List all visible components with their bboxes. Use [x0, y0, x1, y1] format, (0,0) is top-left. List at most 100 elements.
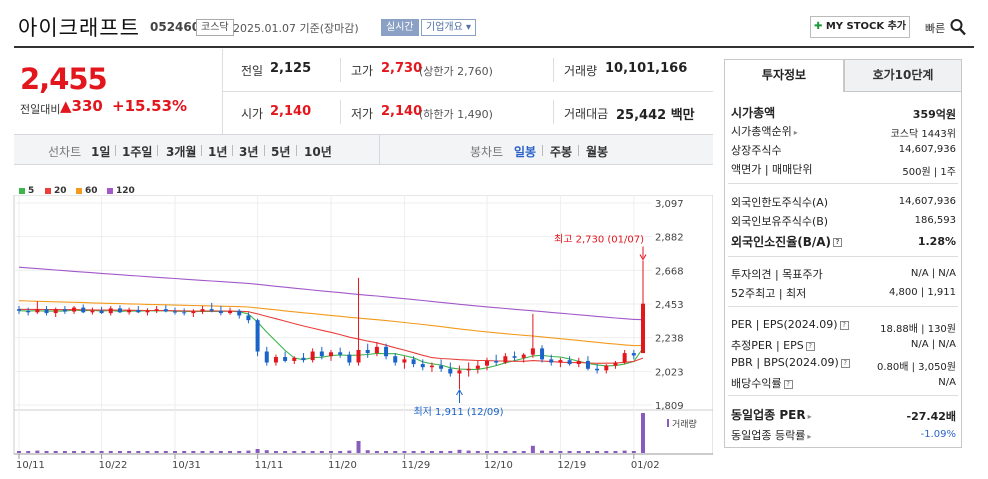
- x-tick-label: 01/02: [631, 460, 660, 471]
- volume-label: 거래량: [672, 418, 697, 430]
- panel-row-label[interactable]: 배당수익률?: [731, 375, 793, 391]
- period-3y[interactable]: 3년: [239, 145, 259, 159]
- volume-bar: [411, 451, 416, 453]
- volume-bar: [512, 451, 517, 453]
- volume-bar: [641, 413, 645, 453]
- period-1w[interactable]: 1주일: [122, 145, 153, 159]
- candle-body: [604, 365, 609, 371]
- candle-body: [17, 309, 21, 311]
- y-tick-label: 2,453: [655, 300, 684, 311]
- candle-body: [246, 315, 251, 321]
- candle-daily[interactable]: 일봉: [514, 145, 537, 159]
- volume-pane-frame: [13, 409, 713, 455]
- panel-row-label[interactable]: 동일업종 PER ▸: [731, 408, 812, 422]
- add-mystock-button[interactable]: ✚ MY STOCK 추가: [810, 16, 910, 38]
- panel-section-divider: [728, 395, 958, 396]
- quote-row-divider: [222, 91, 713, 92]
- change-amount: ▲330: [60, 97, 103, 115]
- low-annotation: 최저 1,911 (12/09): [413, 406, 503, 418]
- panel-row-label: 시가총액: [731, 106, 776, 120]
- volume-bar: [173, 451, 177, 453]
- period-3m[interactable]: 3개월: [166, 145, 197, 159]
- help-icon[interactable]: ?: [840, 358, 850, 368]
- panel-row-label[interactable]: 추정PER | EPS?: [731, 337, 815, 353]
- period-1y[interactable]: 1년: [208, 145, 228, 159]
- x-tick-label: 10/31: [172, 460, 201, 471]
- legend-ma5: 5: [28, 186, 35, 196]
- candle-body: [90, 310, 95, 313]
- candle-body: [44, 309, 49, 314]
- volume-bar: [393, 451, 398, 453]
- volume-bar: [246, 450, 251, 453]
- candle-body: [622, 353, 627, 363]
- candle-body: [356, 349, 361, 363]
- volume-bar: [622, 450, 627, 453]
- candle-monthly[interactable]: 월봉: [586, 145, 609, 159]
- help-icon[interactable]: ?: [805, 341, 815, 351]
- candle-body: [411, 359, 416, 365]
- current-price: 2,455: [20, 62, 108, 96]
- x-tick-label: 11/11: [255, 460, 284, 471]
- quote-col-divider: [340, 100, 341, 124]
- volume-bar: [448, 451, 453, 453]
- volume-bar: [494, 451, 499, 453]
- period-10y[interactable]: 10년: [304, 145, 332, 159]
- volume-bar: [384, 451, 389, 453]
- open-value: 2,140: [270, 104, 312, 119]
- volume-bar: [319, 451, 324, 453]
- candlestick-chart[interactable]: 3,097 2,882 2,668 2,453 2,238 2,023 1,809 10/11…: [0, 195, 713, 479]
- candle-weekly[interactable]: 주봉: [550, 145, 573, 159]
- toolbar-divider: [232, 145, 233, 156]
- candle-body: [154, 309, 159, 311]
- volume-bar: [402, 451, 407, 453]
- help-icon[interactable]: ?: [839, 320, 849, 330]
- candle-body: [173, 311, 177, 313]
- trade-value: 25,442 백만: [616, 108, 695, 123]
- stock-code: 052460: [150, 20, 201, 34]
- prev-close-value: 2,125: [270, 61, 312, 76]
- market-badge: 코스닥: [196, 19, 234, 36]
- search-icon[interactable]: [950, 18, 966, 36]
- help-icon[interactable]: ?: [783, 379, 793, 389]
- panel-row-label[interactable]: PER | EPS(2024.09)?: [731, 318, 849, 331]
- chevron-right-icon: ▸: [807, 432, 812, 441]
- candle-body: [512, 356, 517, 358]
- legend-ma60-swatch: [76, 188, 82, 194]
- panel-row-value: 14,607,936: [898, 196, 956, 207]
- candle-body: [558, 360, 563, 363]
- panel-row-label: 투자의견 | 목표주가: [731, 268, 823, 281]
- chevron-right-icon: ▸: [807, 412, 812, 421]
- tab-order-book[interactable]: 호가10단계: [844, 59, 962, 92]
- candle-body: [163, 309, 168, 312]
- volume-bar: [301, 451, 306, 453]
- candle-body: [374, 346, 379, 354]
- panel-row-label[interactable]: PBR | BPS(2024.09)?: [731, 356, 850, 369]
- candle-body: [402, 359, 407, 363]
- volume-bar: [209, 451, 214, 453]
- panel-row-label: 52주최고 | 최저: [731, 287, 807, 300]
- panel-section-divider: [728, 183, 958, 184]
- candle-body: [503, 356, 508, 363]
- panel-row-label[interactable]: 동일업종 등락률 ▸: [731, 429, 812, 442]
- x-tick-label: 12/10: [484, 460, 513, 471]
- realtime-button[interactable]: 실시간: [381, 19, 419, 36]
- candle-body: [35, 309, 40, 313]
- help-icon[interactable]: ?: [833, 238, 843, 247]
- panel-row-label[interactable]: 시가총액순위 ▸: [731, 125, 798, 138]
- company-info-dropdown[interactable]: 기업개요 ▾: [421, 19, 476, 36]
- stock-name: 아이크래프트: [18, 16, 140, 40]
- candle-body: [145, 310, 150, 313]
- candle-body: [209, 309, 214, 311]
- quick-search-label[interactable]: 빠른: [925, 22, 946, 35]
- ma120-line: [18, 266, 644, 321]
- panel-row-label[interactable]: 외국인소진율(B/A)?: [731, 233, 843, 250]
- period-5y[interactable]: 5년: [271, 145, 291, 159]
- tab-investment-info[interactable]: 투자정보: [724, 59, 844, 92]
- volume-bar: [429, 451, 434, 453]
- volume-bar: [117, 451, 122, 453]
- high-label: 고가: [351, 64, 374, 78]
- volume-bar: [457, 449, 462, 453]
- candle-body: [420, 364, 425, 368]
- panel-row-value: 500원 | 1주: [902, 167, 956, 178]
- period-1d[interactable]: 1일: [91, 145, 111, 159]
